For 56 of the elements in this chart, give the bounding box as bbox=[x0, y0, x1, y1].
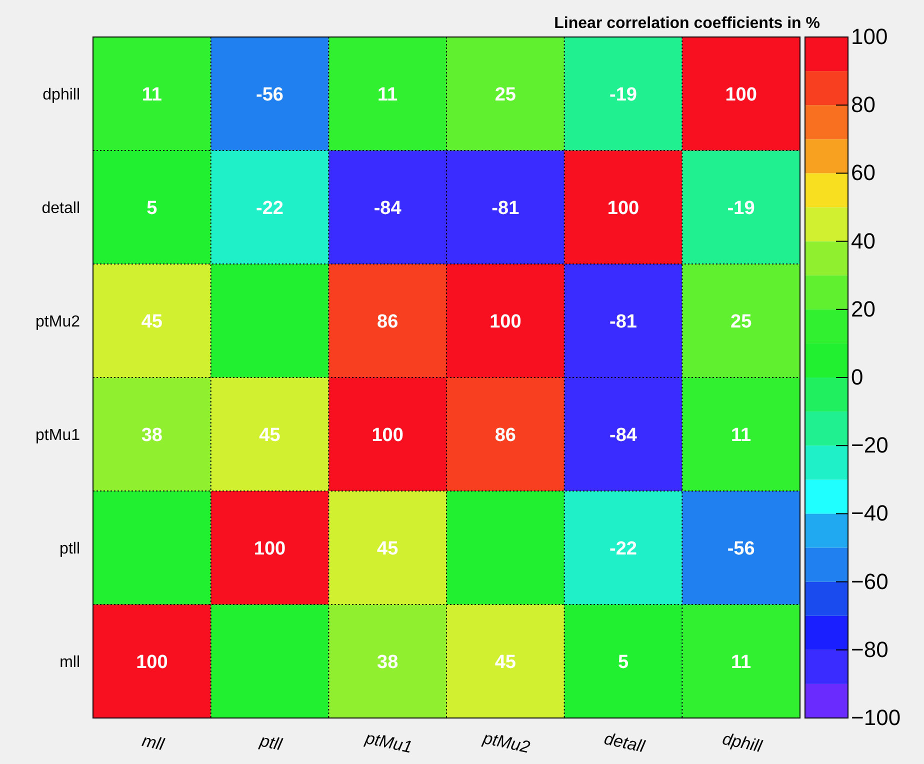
y-tick-label: ptMu2 bbox=[36, 313, 80, 330]
y-tick-label: mll bbox=[60, 654, 80, 671]
data-label: 11 bbox=[378, 84, 398, 106]
data-label: 11 bbox=[731, 424, 752, 446]
x-tick-label: detall bbox=[602, 729, 648, 756]
color-bar-label: 100 bbox=[851, 24, 888, 50]
data-label: 100 bbox=[136, 652, 168, 673]
y-tick-label: detall bbox=[42, 200, 80, 217]
data-label: 38 bbox=[377, 652, 398, 673]
color-bar-label: −80 bbox=[851, 636, 888, 662]
data-label: 38 bbox=[141, 424, 162, 446]
data-label: -81 bbox=[492, 198, 520, 219]
chart-title: Linear correlation coefficients in % bbox=[554, 15, 820, 32]
color-bar-label: 40 bbox=[851, 228, 876, 254]
data-label: 45 bbox=[141, 311, 163, 332]
y-tick-label: dphill bbox=[42, 86, 80, 104]
x-tick-label: ptMu2 bbox=[480, 728, 532, 757]
data-label: 45 bbox=[259, 424, 281, 446]
x-tick-label: ptMu1 bbox=[362, 728, 414, 757]
data-label: -56 bbox=[256, 84, 284, 106]
data-label: 100 bbox=[372, 424, 404, 446]
x-tick-label: dphill bbox=[720, 729, 765, 756]
color-bar-label: −20 bbox=[851, 432, 888, 458]
data-label: -81 bbox=[610, 311, 638, 332]
data-label: -19 bbox=[727, 198, 755, 219]
data-label: -84 bbox=[374, 198, 402, 219]
y-tick-label: ptll bbox=[60, 540, 80, 558]
data-label: 11 bbox=[731, 652, 752, 673]
data-label: 86 bbox=[377, 311, 398, 332]
data-label: 25 bbox=[730, 311, 752, 332]
data-label: -22 bbox=[610, 538, 637, 560]
data-label: -22 bbox=[256, 198, 284, 219]
data-label: 100 bbox=[607, 198, 640, 219]
color-bar-label: −100 bbox=[851, 705, 901, 730]
data-label: 45 bbox=[494, 652, 516, 673]
x-tick-label: ptll bbox=[257, 730, 285, 754]
color-bar-label: 0 bbox=[851, 364, 864, 390]
color-bar-label: 80 bbox=[851, 92, 876, 118]
data-label: 5 bbox=[618, 652, 629, 673]
color-bar-label: −60 bbox=[851, 568, 888, 594]
data-label: 25 bbox=[494, 84, 516, 106]
data-label: -19 bbox=[610, 84, 637, 106]
color-bar-label: 60 bbox=[851, 160, 876, 186]
data-label: 100 bbox=[254, 538, 286, 560]
x-tick-label: mll bbox=[140, 731, 167, 754]
color-bar-label: 20 bbox=[851, 296, 876, 322]
data-label: 5 bbox=[146, 198, 158, 219]
data-label: 11 bbox=[142, 84, 162, 106]
data-label: 100 bbox=[725, 84, 757, 106]
data-label: 100 bbox=[490, 311, 522, 332]
color-bar-label: −40 bbox=[851, 500, 888, 526]
data-label: 86 bbox=[494, 424, 516, 446]
data-label: -56 bbox=[727, 538, 755, 560]
data-label: -84 bbox=[610, 424, 638, 446]
data-label: 45 bbox=[377, 538, 399, 560]
y-tick-label: ptMu1 bbox=[36, 426, 80, 444]
